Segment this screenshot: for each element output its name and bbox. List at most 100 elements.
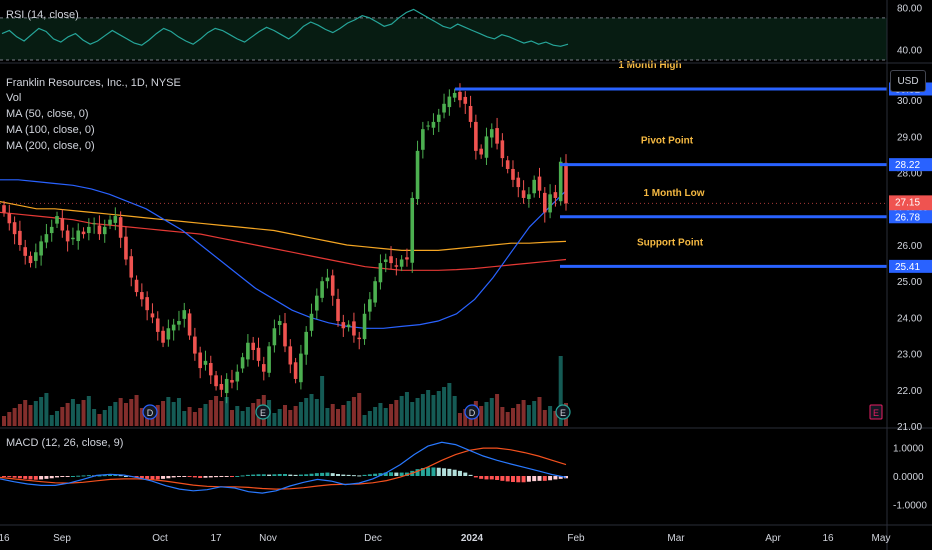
candle bbox=[65, 230, 70, 242]
candle bbox=[97, 225, 102, 235]
volume-bar bbox=[171, 402, 176, 426]
ma50-legend[interactable]: MA (50, close, 0) bbox=[6, 108, 89, 120]
macd-histogram-bar bbox=[2, 476, 6, 477]
volume-bar bbox=[277, 409, 282, 426]
macd-histogram-bar bbox=[65, 476, 70, 477]
volume-bar bbox=[351, 397, 356, 426]
candle bbox=[389, 256, 393, 264]
macd-legend[interactable]: MACD (12, 26, close, 9) bbox=[6, 437, 124, 449]
candle bbox=[150, 313, 155, 318]
macd-histogram-bar bbox=[404, 472, 409, 476]
candle bbox=[394, 265, 399, 267]
volume-bar bbox=[346, 401, 351, 426]
volume-bar bbox=[516, 404, 521, 426]
candle bbox=[18, 230, 22, 245]
candle bbox=[240, 357, 245, 369]
ma200-legend[interactable]: MA (200, close, 0) bbox=[6, 140, 95, 152]
volume-bar bbox=[224, 397, 229, 426]
macd-histogram-bar bbox=[251, 474, 256, 476]
volume-bar bbox=[399, 396, 404, 426]
macd-histogram-bar bbox=[516, 476, 521, 483]
volume-bar bbox=[314, 399, 319, 426]
candle bbox=[76, 230, 81, 242]
price-tick-label: 24.00 bbox=[897, 313, 922, 324]
candle bbox=[198, 352, 202, 369]
price-tick-label: 21.00 bbox=[897, 422, 922, 433]
candle bbox=[315, 295, 319, 311]
macd-histogram-bar bbox=[495, 476, 500, 480]
volume-bar bbox=[76, 404, 81, 426]
candle bbox=[447, 96, 452, 108]
time-tick-label: 16 bbox=[0, 533, 10, 544]
volume-bar bbox=[129, 399, 134, 426]
macd-histogram-bar bbox=[436, 467, 441, 476]
volume-bar bbox=[203, 404, 208, 426]
time-axis[interactable]: 16 Sep Oct 17 Nov Dec 2024 Feb Mar Apr 16 May bbox=[0, 533, 890, 544]
volume-bar bbox=[389, 404, 394, 426]
candle bbox=[383, 259, 388, 263]
macd-histogram-bar bbox=[542, 476, 547, 481]
macd-histogram-bar bbox=[86, 475, 91, 477]
volume-bar bbox=[2, 416, 6, 426]
candle bbox=[474, 121, 478, 151]
volume-bar bbox=[214, 396, 219, 426]
time-tick-label: 17 bbox=[210, 533, 222, 544]
candle bbox=[145, 297, 149, 311]
macd-histogram-bar bbox=[113, 474, 118, 476]
volume-bar bbox=[336, 409, 341, 426]
candle bbox=[288, 346, 293, 365]
candle bbox=[251, 342, 255, 350]
volume-bar bbox=[235, 406, 240, 426]
volume-bar bbox=[49, 415, 54, 426]
macd-histogram-bar bbox=[33, 476, 38, 480]
rsi-legend[interactable]: RSI (14, close) bbox=[6, 9, 79, 21]
macd-tick-label: 0.0000 bbox=[893, 472, 924, 483]
candle bbox=[81, 231, 86, 235]
macd-histogram-bar bbox=[362, 474, 367, 476]
macd-histogram-bar bbox=[447, 468, 452, 476]
volume-bar bbox=[532, 401, 537, 426]
candle bbox=[410, 197, 415, 263]
price-tick-label: 28.00 bbox=[897, 169, 922, 180]
volume-bar bbox=[123, 403, 128, 426]
candle bbox=[214, 375, 218, 387]
vol-legend[interactable]: Vol bbox=[6, 92, 22, 104]
level-lines[interactable]: 1 Month High Pivot Point 1 Month Low Suppor… bbox=[455, 60, 887, 268]
price-label-box bbox=[889, 158, 932, 172]
main-legend-title[interactable]: Franklin Resources, Inc., 1D, NYSE bbox=[6, 77, 181, 89]
macd-histogram-bar bbox=[553, 476, 558, 480]
candle bbox=[177, 321, 181, 325]
macd-histogram-bar bbox=[526, 476, 531, 482]
macd-histogram-bar bbox=[341, 474, 346, 476]
macd-histogram-bar bbox=[431, 467, 436, 476]
currency-button[interactable]: USD bbox=[890, 70, 926, 92]
candle bbox=[193, 336, 197, 354]
macd-line bbox=[0, 441, 567, 494]
candle bbox=[415, 150, 420, 200]
macd-histogram-bar bbox=[442, 468, 447, 476]
candle bbox=[7, 213, 12, 224]
rsi-tick-label: 40.00 bbox=[897, 45, 922, 56]
candle bbox=[230, 380, 234, 383]
macd-histogram-bar bbox=[219, 476, 224, 477]
volume-bar bbox=[155, 405, 160, 426]
volume-bar bbox=[245, 407, 250, 426]
volume-bar bbox=[452, 396, 457, 426]
time-tick-label: Oct bbox=[152, 533, 168, 544]
marker-label: D bbox=[469, 408, 476, 418]
volume-bar bbox=[134, 395, 139, 426]
volume-bar bbox=[394, 400, 399, 426]
time-tick-label: Dec bbox=[364, 533, 382, 544]
macd-histogram-bar bbox=[484, 476, 489, 480]
macd-histogram-bar bbox=[23, 476, 28, 479]
earnings-marker bbox=[255, 404, 271, 420]
volume-bar bbox=[489, 398, 494, 426]
rsi-tick-label: 80.00 bbox=[897, 3, 922, 14]
candle bbox=[277, 321, 282, 326]
candle bbox=[166, 328, 171, 340]
price-tick-label: 30.00 bbox=[897, 96, 922, 107]
candle bbox=[373, 281, 377, 303]
macd-histogram-bar bbox=[108, 474, 113, 476]
ma100-legend[interactable]: MA (100, close, 0) bbox=[6, 124, 95, 136]
